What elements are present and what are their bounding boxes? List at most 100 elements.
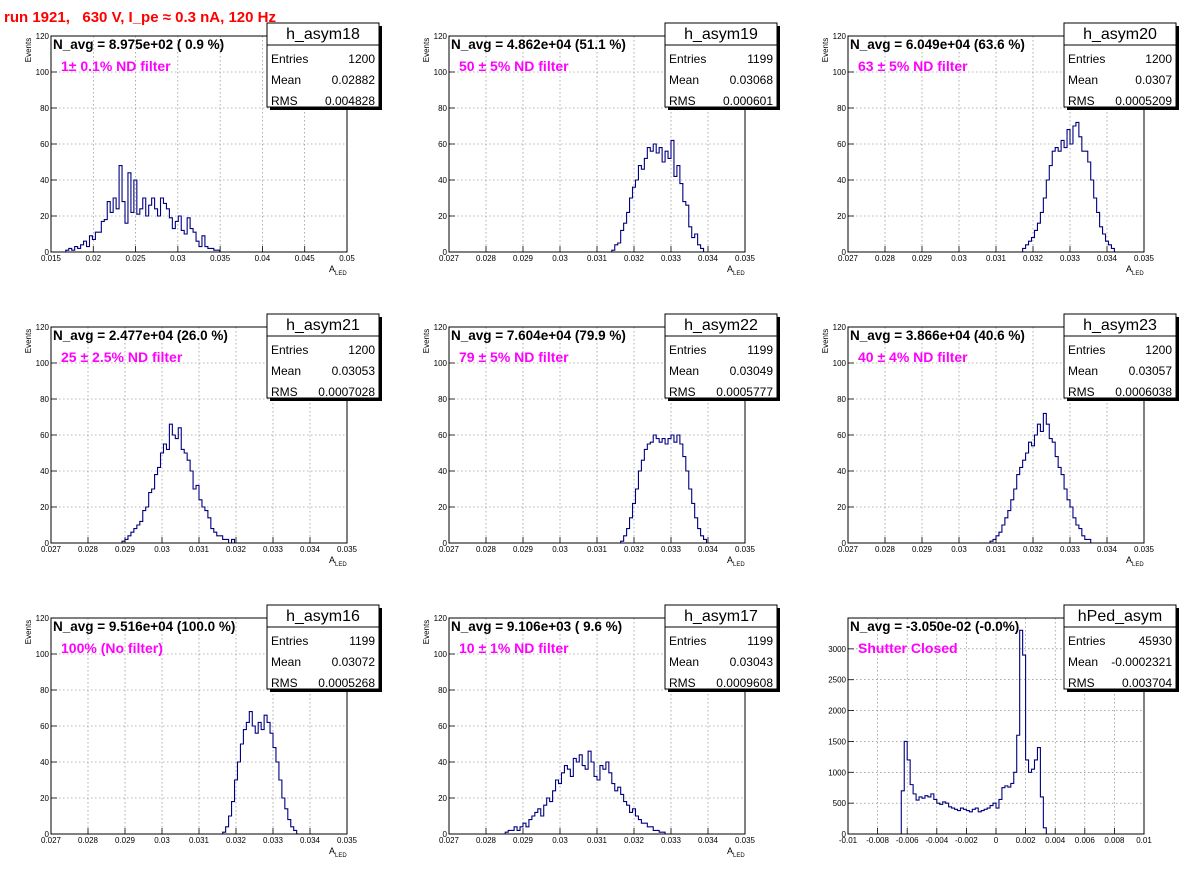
y-tick-label: 60 (40, 140, 49, 149)
x-tick-label: 0.029 (115, 836, 136, 845)
navg-label: N_avg = 2.477e+04 (26.0 %) (53, 328, 228, 343)
filter-label: 10 ± 1% ND filter (459, 640, 569, 656)
x-tick-label: -0.01 (839, 836, 858, 845)
stats-row-label: Mean (271, 73, 301, 87)
y-tick-label: 0 (842, 248, 847, 257)
x-axis-label: ALED (1126, 264, 1144, 277)
stats-row-value: 1199 (747, 343, 773, 357)
x-tick-label: -0.008 (866, 836, 889, 845)
y-tick-label: 100 (434, 68, 448, 77)
x-tick-label: 0.004 (1045, 836, 1066, 845)
x-tick-label: 0.028 (476, 836, 497, 845)
stats-row-label: Entries (271, 634, 308, 648)
x-axis-label-main: A (329, 555, 335, 565)
navg-label: N_avg = 8.975e+02 ( 0.9 %) (53, 37, 224, 52)
y-tick-label: 120 (36, 323, 50, 332)
stats-title: hPed_asym (1078, 608, 1163, 625)
x-tick-label: 0.027 (41, 545, 62, 554)
navg-label: N_avg = 6.049e+04 (63.6 %) (850, 37, 1025, 52)
x-tick-label: 0.03 (552, 254, 568, 263)
stats-row-label: RMS (669, 676, 696, 690)
x-axis-label: ALED (329, 555, 347, 568)
x-tick-label: 0.03 (951, 545, 967, 554)
stats-row-value: 0.0005268 (318, 676, 375, 690)
y-tick-label: 40 (40, 467, 49, 476)
stats-row-label: Entries (669, 52, 706, 66)
y-axis-label: Events (24, 620, 33, 644)
histogram-plot: 0.027 0.028 0.029 0.03 0.031 0.032 0.033 0.034 0… (422, 313, 780, 568)
x-tick-label: 0.028 (476, 254, 497, 263)
y-tick-label: 20 (438, 212, 447, 221)
x-tick-label: 0.032 (624, 545, 645, 554)
stats-row-value: 0.03057 (1129, 364, 1173, 378)
x-tick-label: 0.033 (661, 254, 682, 263)
x-tick-label: 0.01 (1136, 836, 1152, 845)
y-tick-label: 60 (837, 431, 846, 440)
navg-label: N_avg = 9.106e+03 ( 9.6 %) (451, 619, 622, 634)
stats-row-label: Entries (669, 343, 706, 357)
y-tick-label: 120 (36, 32, 50, 41)
y-tick-label: 100 (434, 650, 448, 659)
stats-title: h_asym19 (684, 26, 758, 43)
x-tick-label: 0.033 (661, 545, 682, 554)
x-tick-label: 0.033 (1060, 254, 1081, 263)
histogram-plot: 0.027 0.028 0.029 0.03 0.031 0.032 0.033 0.034 0… (821, 22, 1179, 277)
x-tick-label: 0.027 (439, 254, 460, 263)
x-tick-label: 0.03 (154, 545, 170, 554)
stats-title: h_asym20 (1083, 26, 1157, 43)
x-tick-label: 0.035 (735, 836, 756, 845)
stats-row-label: Mean (1068, 364, 1098, 378)
x-tick-label: 0.035 (735, 254, 756, 263)
page-title: run 1921, 630 V, I_pe ≈ 0.3 nA, 120 Hz (4, 9, 276, 26)
x-tick-label: 0.028 (476, 545, 497, 554)
y-tick-label: 40 (40, 176, 49, 185)
histogram-pad: 0.027 0.028 0.029 0.03 0.031 0.032 0.033 0.034 0… (797, 291, 1195, 581)
x-tick-label: 0.027 (838, 545, 859, 554)
x-tick-label: 0.03 (951, 254, 967, 263)
x-tick-label: 0.035 (337, 545, 358, 554)
x-tick-label: 0.034 (300, 545, 321, 554)
x-tick-label: 0.029 (513, 836, 534, 845)
histogram-plot: 0.027 0.028 0.029 0.03 0.031 0.032 0.033 0.034 0… (422, 604, 780, 859)
y-tick-label: 80 (40, 686, 49, 695)
x-axis-label-main: A (329, 264, 335, 274)
x-axis-label-main: A (329, 846, 335, 856)
stats-row-label: RMS (1068, 676, 1095, 690)
histogram-plot: 0.027 0.028 0.029 0.03 0.031 0.032 0.033 0.034 0… (24, 604, 382, 859)
histogram-plot: 0.027 0.028 0.029 0.03 0.031 0.032 0.033 0.034 0… (24, 313, 382, 568)
x-tick-label: 0.028 (875, 545, 896, 554)
y-axis-label: Events (821, 38, 830, 62)
x-tick-label: 0 (994, 836, 999, 845)
y-tick-label: 80 (438, 104, 447, 113)
x-tick-label: 0.028 (78, 545, 99, 554)
y-tick-label: 120 (833, 32, 847, 41)
x-tick-label: 0.025 (126, 254, 147, 263)
stats-row-value: 45930 (1139, 634, 1173, 648)
navg-label: N_avg = -3.050e-02 (-0.0%) (850, 619, 1019, 634)
filter-label: 1± 0.1% ND filter (61, 58, 171, 74)
stats-row-value: 0.0307 (1135, 73, 1172, 87)
x-tick-label: 0.033 (661, 836, 682, 845)
y-tick-label: 500 (833, 799, 847, 808)
stats-row-label: RMS (1068, 385, 1095, 399)
stats-row-value: 0.0005209 (1115, 94, 1172, 108)
histogram-plot: 0.027 0.028 0.029 0.03 0.031 0.032 0.033 0.034 0… (821, 313, 1179, 568)
x-tick-label: 0.03 (154, 836, 170, 845)
stats-row-label: Mean (271, 364, 301, 378)
x-tick-label: 0.03 (552, 836, 568, 845)
histogram-pad: 0.015 0.02 0.025 0.03 0.035 0.04 0.045 0.05 0 20 4… (0, 0, 398, 290)
histogram-pad: 0.027 0.028 0.029 0.03 0.031 0.032 0.033 0.034 0… (398, 582, 796, 872)
y-tick-label: 1500 (828, 737, 846, 746)
y-tick-label: 80 (438, 395, 447, 404)
y-tick-label: 60 (438, 140, 447, 149)
y-tick-label: 120 (833, 323, 847, 332)
stats-box (664, 22, 778, 108)
y-tick-label: 20 (438, 503, 447, 512)
x-axis-label: ALED (727, 555, 745, 568)
stats-row-label: Entries (1068, 52, 1105, 66)
stats-row-label: Entries (271, 52, 308, 66)
y-tick-label: 20 (40, 503, 49, 512)
stats-title: h_asym16 (286, 608, 360, 625)
stats-row-value: 1199 (349, 634, 375, 648)
x-axis-label-subscript: LED (1132, 562, 1144, 568)
